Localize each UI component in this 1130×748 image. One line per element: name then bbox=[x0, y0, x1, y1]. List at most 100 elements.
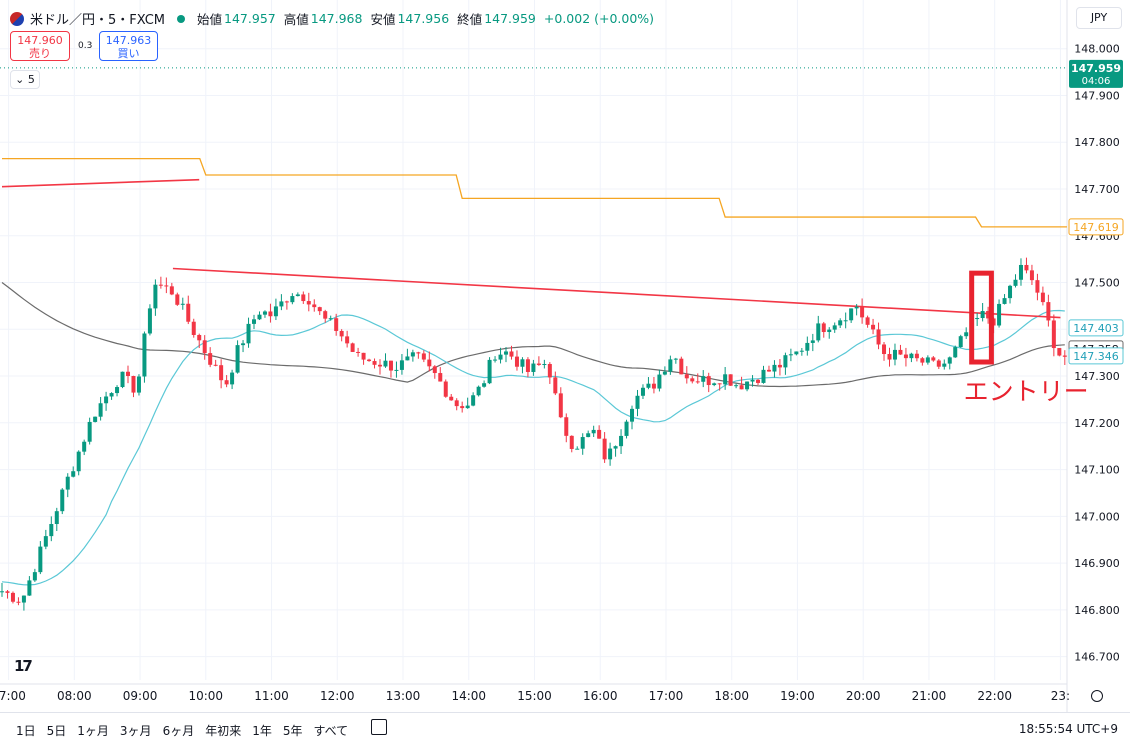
candle-body bbox=[761, 369, 766, 383]
candle-body bbox=[931, 357, 936, 361]
sell-button[interactable]: 147.960 売り bbox=[10, 31, 70, 61]
candle-body bbox=[142, 333, 147, 377]
candle-body bbox=[1002, 298, 1007, 304]
candle-body bbox=[120, 371, 125, 388]
candle-body bbox=[5, 591, 10, 593]
low-value: 147.956 bbox=[397, 11, 450, 26]
candle-body bbox=[317, 307, 322, 312]
spread-value: 0.3 bbox=[78, 41, 93, 51]
candle-body bbox=[115, 387, 120, 394]
candle-body bbox=[783, 355, 788, 368]
candle-body bbox=[903, 354, 908, 359]
interval-toggle[interactable]: ⌄ 5 bbox=[10, 70, 40, 89]
candle-body bbox=[410, 352, 415, 357]
range-1m[interactable]: 1ヶ月 bbox=[77, 724, 109, 738]
x-tick-label: 15:00 bbox=[517, 689, 552, 703]
candle-body bbox=[65, 476, 70, 490]
candle-body bbox=[514, 356, 519, 367]
candle-body bbox=[465, 405, 470, 409]
candle-body bbox=[399, 360, 404, 370]
y-tick-label: 147.700 bbox=[1074, 183, 1120, 196]
range-1y[interactable]: 1年 bbox=[252, 724, 272, 738]
range-5d[interactable]: 5日 bbox=[46, 724, 67, 738]
candle-body bbox=[947, 357, 952, 364]
range-3m[interactable]: 3ヶ月 bbox=[119, 724, 152, 738]
range-1d[interactable]: 1日 bbox=[16, 724, 36, 738]
tradingview-logo-icon[interactable]: 17 bbox=[14, 657, 33, 675]
candle-body bbox=[1024, 264, 1029, 271]
candle-body bbox=[701, 376, 706, 382]
candle-body bbox=[750, 379, 755, 382]
candles bbox=[0, 257, 1067, 611]
candle-body bbox=[1040, 292, 1045, 303]
candle-body bbox=[651, 383, 656, 389]
candle-body bbox=[98, 403, 103, 417]
candle-body bbox=[252, 319, 257, 324]
candle-body bbox=[827, 329, 832, 333]
candle-body bbox=[756, 379, 761, 383]
candle-body bbox=[323, 311, 328, 319]
candle-body bbox=[175, 294, 180, 305]
candle-body bbox=[126, 371, 131, 376]
x-tick-label: 16:00 bbox=[583, 689, 618, 703]
candle-body bbox=[432, 366, 437, 374]
candle-body bbox=[378, 364, 383, 367]
clock[interactable]: 18:55:54 UTC+9 bbox=[1018, 722, 1118, 736]
candle-body bbox=[82, 441, 87, 452]
candle-body bbox=[619, 435, 624, 447]
candle-body bbox=[10, 592, 15, 602]
price-chart[interactable]: 148.000147.900147.800147.700147.600147.5… bbox=[0, 0, 1130, 712]
buy-price: 147.963 bbox=[105, 34, 152, 47]
candle-body bbox=[1051, 320, 1056, 349]
candle-body bbox=[542, 364, 547, 366]
candle-body bbox=[0, 591, 4, 593]
range-5y[interactable]: 5年 bbox=[282, 724, 303, 738]
range-all[interactable]: すべて bbox=[313, 724, 349, 738]
y-tick-label: 148.000 bbox=[1074, 43, 1120, 56]
usd-jpy-flag-icon bbox=[10, 11, 24, 26]
symbol-title[interactable]: 米ドル／円・5・FXCM bbox=[30, 13, 166, 28]
candle-body bbox=[723, 374, 728, 385]
candle-body bbox=[147, 308, 152, 334]
candle-body bbox=[553, 377, 558, 394]
settings-gear-icon[interactable] bbox=[1091, 690, 1103, 702]
candle-body bbox=[695, 381, 700, 383]
low-label: 安値 bbox=[370, 12, 396, 27]
level-price-tag: 147.619 bbox=[1073, 221, 1119, 234]
candle-body bbox=[443, 381, 448, 397]
x-tick-label: 17:00 bbox=[649, 689, 684, 703]
x-tick-label: 09:00 bbox=[123, 689, 158, 703]
buy-button[interactable]: 147.963 買い bbox=[99, 31, 158, 61]
currency-button[interactable]: JPY bbox=[1076, 7, 1122, 29]
candle-body bbox=[290, 296, 295, 303]
candle-body bbox=[816, 323, 821, 341]
candle-body bbox=[1035, 280, 1040, 293]
range-ytd[interactable]: 年初来 bbox=[205, 724, 242, 738]
candle-body bbox=[745, 381, 750, 390]
sell-label: 売り bbox=[29, 47, 51, 60]
candle-body bbox=[109, 393, 114, 397]
candle-body bbox=[728, 374, 733, 386]
candle-body bbox=[794, 351, 799, 355]
candle-body bbox=[454, 400, 459, 407]
range-6m[interactable]: 6ヶ月 bbox=[162, 724, 195, 738]
candle-body bbox=[498, 354, 503, 360]
candle-body bbox=[657, 374, 662, 389]
candle-body bbox=[471, 395, 476, 406]
ma-fast-tag-bg bbox=[1068, 319, 1124, 337]
candle-body bbox=[27, 580, 32, 596]
candle-body bbox=[284, 301, 289, 303]
candle-body bbox=[21, 595, 26, 603]
level-step-line bbox=[2, 157, 1067, 228]
candle-body bbox=[914, 353, 919, 359]
candle-body bbox=[531, 363, 536, 372]
candle-body bbox=[860, 306, 865, 318]
candle-body bbox=[43, 536, 48, 547]
candle-body bbox=[887, 354, 892, 360]
candle-body bbox=[608, 448, 613, 460]
candle-body bbox=[871, 324, 876, 330]
goto-date-icon[interactable] bbox=[371, 719, 387, 735]
candle-body bbox=[1013, 279, 1018, 286]
candle-body bbox=[509, 351, 514, 357]
candle-body bbox=[706, 376, 711, 386]
